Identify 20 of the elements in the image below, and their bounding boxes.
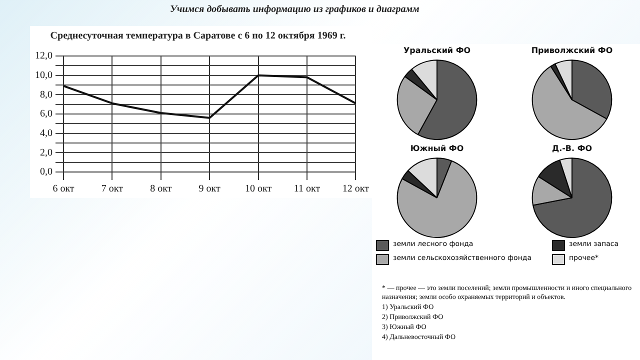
chart-title: Д.-В. ФО <box>552 144 592 153</box>
x-tick-label: 7 окт <box>101 184 124 195</box>
x-tick-label: 6 окт <box>52 184 75 195</box>
y-tick-label: 0,0 <box>40 166 52 178</box>
y-tick-label: 2,0 <box>40 147 52 158</box>
y-tick-label: 4,0 <box>40 128 52 139</box>
y-tick-label: 8,0 <box>40 89 52 100</box>
x-tick-label: 11 окт <box>294 184 321 195</box>
x-tick-label: 12 окт <box>342 184 370 195</box>
chart-title: Среднесуточная температура в Саратове с 6 по 12 октября 1969 г. <box>50 30 346 42</box>
chart-title: Южный ФО <box>410 144 464 153</box>
x-tick-label: 9 окт <box>198 184 222 195</box>
x-tick-label: 8 окт <box>150 184 172 195</box>
x-tick-label: 10 окт <box>244 184 272 195</box>
chart-title: Уральский ФО <box>403 46 471 55</box>
chart-title: Приволжский ФО <box>531 46 613 55</box>
text: Учимся добывать информацию из графиков и диаграмм <box>170 4 420 15</box>
y-tick-label: 12,0 <box>35 50 52 62</box>
y-tick-label: 6,0 <box>40 108 52 120</box>
y-tick-label: 10,0 <box>35 70 52 81</box>
